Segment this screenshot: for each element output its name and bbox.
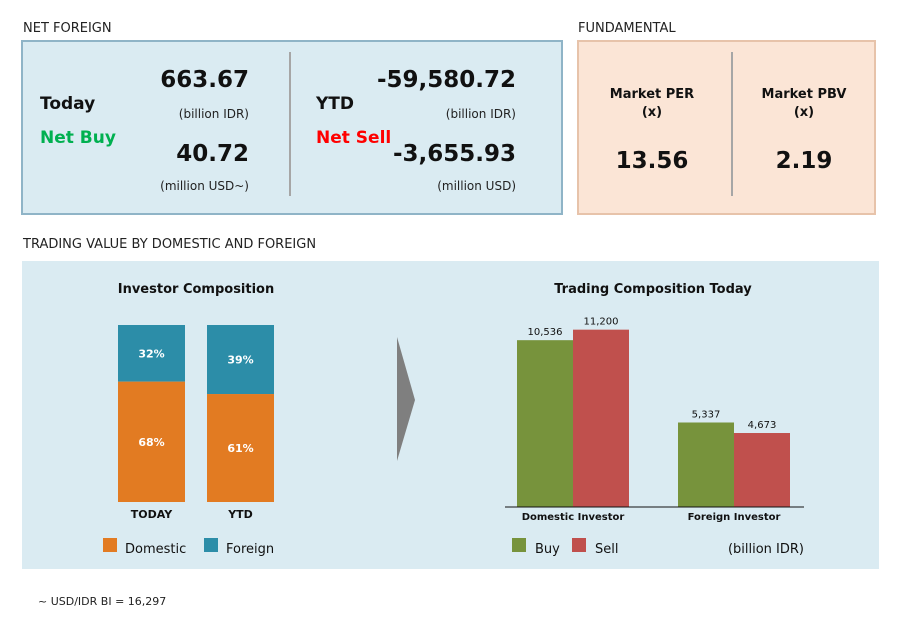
today-usd-value: 40.72	[176, 141, 249, 167]
label-foreign-today: 32%	[138, 347, 164, 360]
market-per-label: Market PER	[609, 87, 695, 102]
legend-domestic-swatch	[103, 538, 117, 552]
ytd-label: YTD	[316, 94, 355, 114]
fundamental-divider	[731, 52, 733, 196]
label-domestic-today: 68%	[138, 436, 164, 449]
category-label-foreign: Foreign Investor	[688, 512, 781, 523]
ytd-idr-unit: (billion IDR)	[445, 107, 516, 121]
today-idr-value: 663.67	[160, 67, 249, 93]
legend-domestic-label: Domestic	[125, 542, 186, 557]
ytd-usd-unit: (million USD)	[437, 179, 516, 193]
legend-buy-swatch	[512, 538, 526, 552]
data-label-sell-domestic: 11,200	[584, 317, 619, 328]
label-foreign-ytd: 39%	[227, 354, 253, 367]
fundamental-panel	[577, 40, 876, 215]
bar-sell-domestic	[573, 329, 629, 507]
today-usd-unit: (million USD~)	[160, 179, 249, 193]
bar-foreign-ytd	[207, 325, 274, 395]
data-label-sell-foreign: 4,673	[748, 420, 777, 431]
footnote: ~ USD/IDR BI = 16,297	[38, 595, 167, 608]
legend-foreign-label: Foreign	[226, 542, 274, 557]
today-direction: Net Buy	[40, 128, 116, 148]
category-label-ytd: YTD	[227, 508, 253, 521]
market-pbv-value: 2.19	[775, 148, 833, 174]
legend-buy-label: Buy	[535, 542, 560, 557]
market-pbv-unit: (x)	[793, 105, 815, 120]
trading-composition-title: Trading Composition Today	[554, 282, 752, 297]
today-idr-unit: (billion IDR)	[178, 107, 249, 121]
net-foreign-title: NET FOREIGN	[23, 21, 112, 36]
arrow-icon	[397, 337, 415, 461]
bar-buy-domestic	[517, 340, 573, 507]
bar-sell-foreign	[734, 433, 790, 507]
ytd-idr-value: -59,580.72	[376, 67, 516, 93]
trading-charts: Investor Composition 32% 68% TODAY 39% 61% YT…	[103, 282, 804, 557]
ytd-usd-value: -3,655.93	[392, 141, 516, 167]
today-label: Today	[40, 94, 96, 114]
data-label-buy-domestic: 10,536	[528, 327, 563, 338]
bar-domestic-today	[118, 381, 185, 502]
legend-sell-swatch	[572, 538, 586, 552]
bar-buy-foreign	[678, 422, 734, 507]
data-label-buy-foreign: 5,337	[692, 409, 721, 420]
trading-section-title: TRADING VALUE BY DOMESTIC AND FOREIGN	[23, 237, 317, 252]
legend-foreign-swatch	[204, 538, 218, 552]
category-label-domestic: Domestic Investor	[522, 512, 625, 523]
category-label-today: TODAY	[131, 508, 173, 521]
bar-domestic-ytd	[207, 394, 274, 502]
net-foreign-panel	[21, 40, 563, 215]
bar-foreign-today	[118, 325, 185, 382]
net-foreign-divider	[289, 52, 291, 196]
investor-composition-title: Investor Composition	[118, 282, 275, 297]
label-domestic-ytd: 61%	[227, 442, 253, 455]
market-per-unit: (x)	[641, 105, 663, 120]
ytd-direction: Net Sell	[316, 128, 392, 148]
market-pbv-label: Market PBV	[761, 87, 847, 102]
fundamental-title: FUNDAMENTAL	[578, 21, 676, 36]
unit-note: (billion IDR)	[728, 542, 804, 557]
legend-sell-label: Sell	[595, 542, 618, 557]
market-per-value: 13.56	[615, 148, 689, 174]
